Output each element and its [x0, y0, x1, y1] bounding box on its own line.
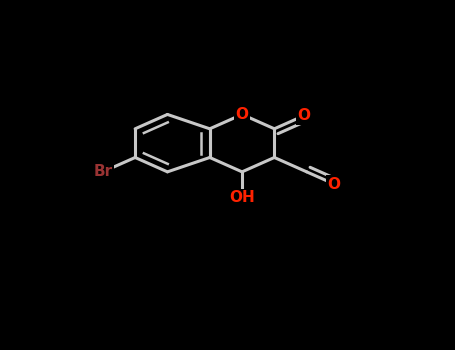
Text: O: O	[236, 107, 248, 122]
Text: Br: Br	[93, 164, 112, 179]
Text: O: O	[328, 176, 341, 191]
Text: OH: OH	[229, 190, 255, 205]
Text: O: O	[297, 108, 310, 124]
